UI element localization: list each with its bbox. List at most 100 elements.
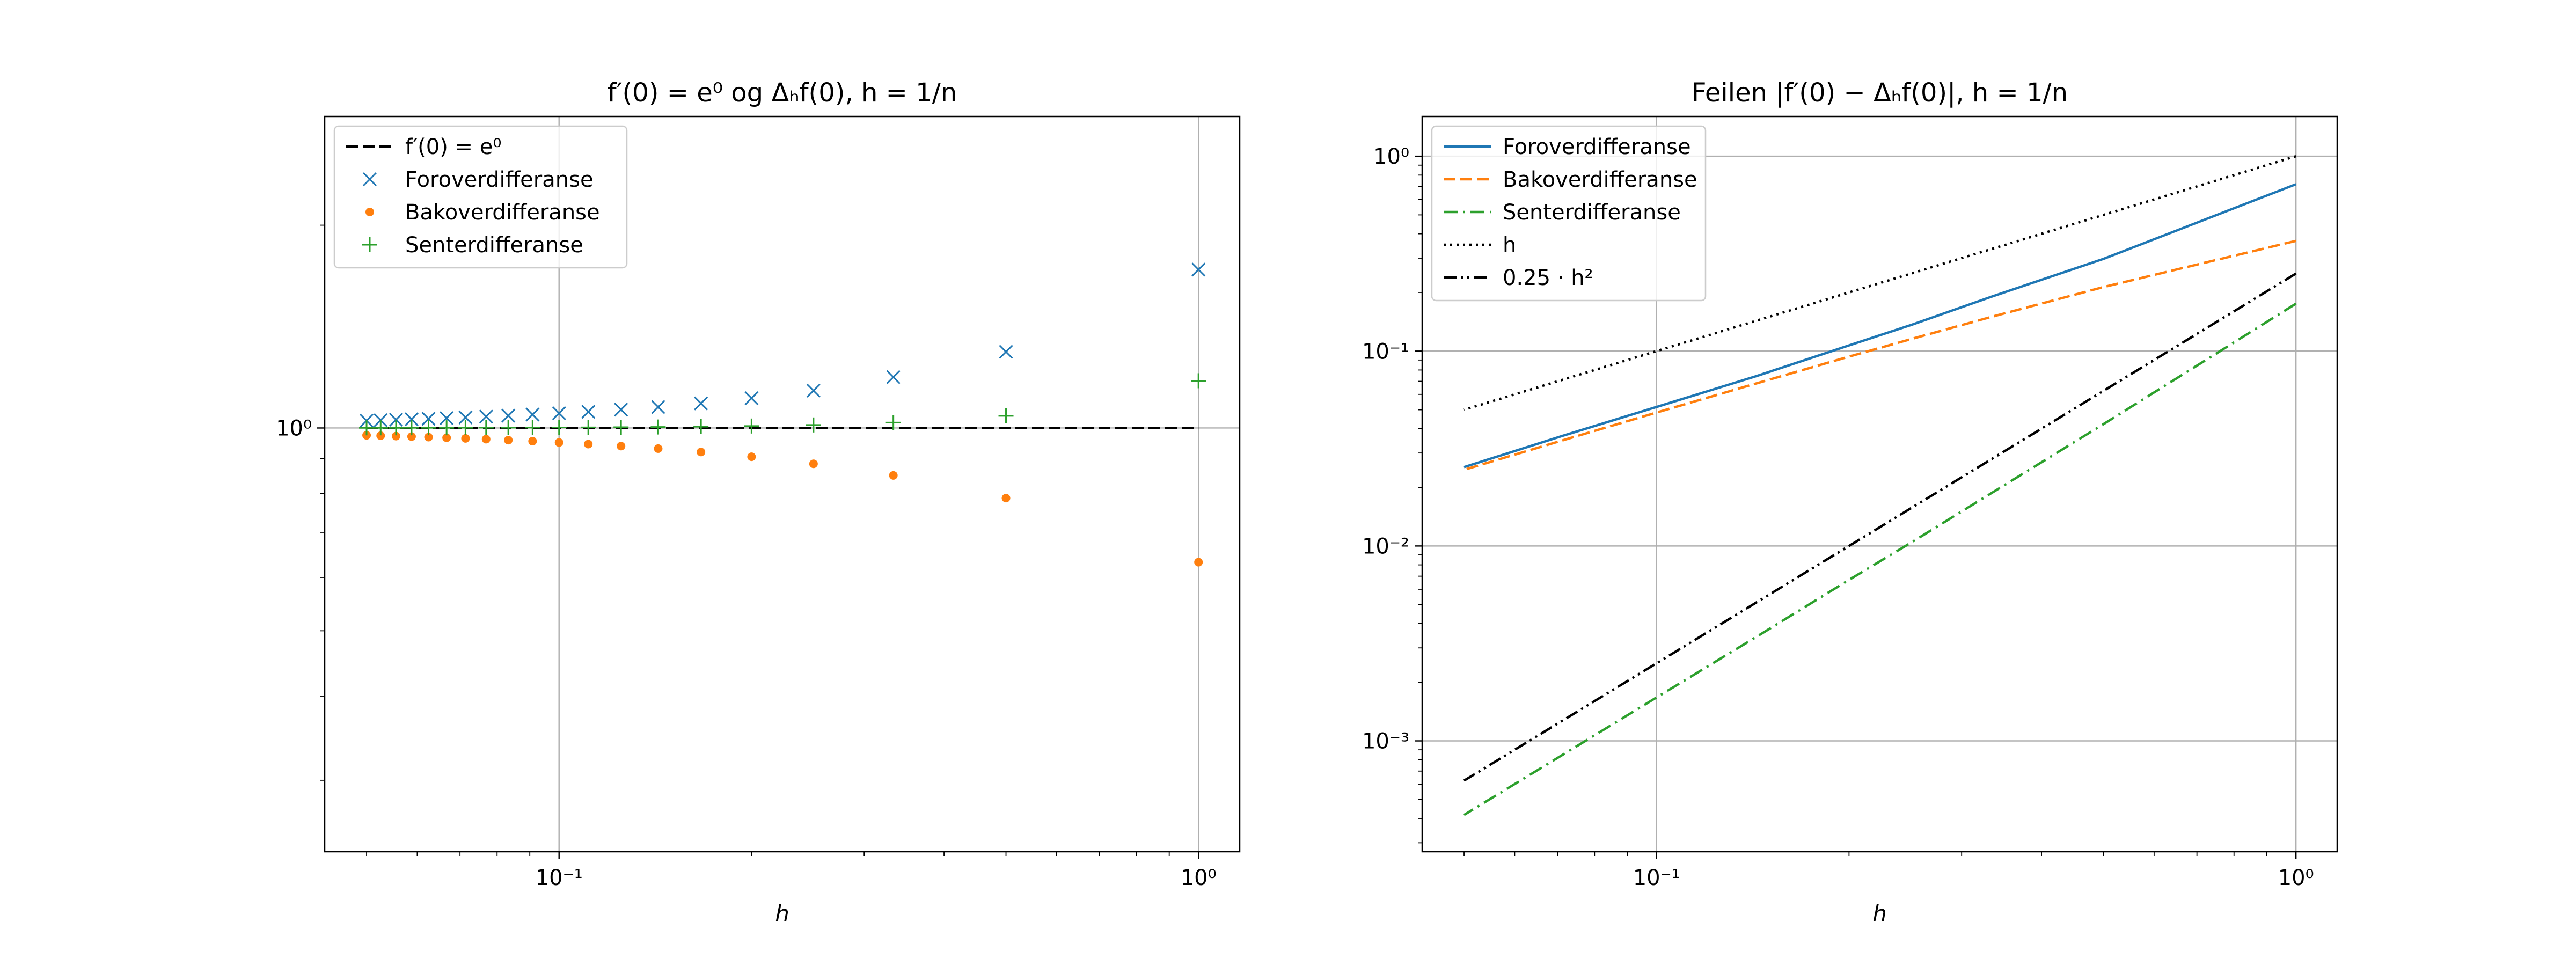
right-legend-box xyxy=(1431,125,1707,302)
left-bakoverdifferanse-point xyxy=(889,471,898,480)
left-foroverdifferanse-point xyxy=(501,408,516,423)
left-foroverdifferanse-point xyxy=(404,412,419,427)
left-foroverdifferanse-series xyxy=(359,262,1206,428)
y-tick-label: 10⁻³ xyxy=(1362,729,1409,754)
right-legend-0-25-h2-label: 0.25 · h² xyxy=(1503,266,1593,290)
left-senterdifferanse-point xyxy=(693,419,709,434)
left-foroverdifferanse-point xyxy=(744,391,759,406)
left-foroverdifferanse-point xyxy=(694,396,708,411)
right-foroverdifferanse-line xyxy=(1463,183,2297,469)
left-bakoverdifferanse-point xyxy=(654,444,663,453)
left-foroverdifferanse-point xyxy=(389,412,404,427)
left-senterdifferanse-point xyxy=(998,408,1014,423)
left-senterdifferanse-point xyxy=(885,415,901,430)
right-x-axis-label: h xyxy=(1872,901,1887,927)
chart-right: 10⁻¹ 10⁰ 10⁰ 10⁻¹ 10⁻² 10⁻³ Feilen |f′(0) − Δ… xyxy=(1362,78,2338,927)
left-senterdifferanse-series xyxy=(359,373,1206,436)
left-foroverdifferanse-point xyxy=(999,345,1013,359)
left-foroverdifferanse-point xyxy=(806,383,821,398)
right-0-25-h2-line xyxy=(1463,272,2297,782)
right-legend-senterdifferanse-label: Senterdifferanse xyxy=(1503,200,1681,225)
left-senterdifferanse-point xyxy=(458,420,473,435)
left-foroverdifferanse-point xyxy=(525,407,540,422)
left-legend-box xyxy=(333,125,628,269)
left-bakoverdifferanse-point xyxy=(504,436,513,445)
right-legend-bakoverdifferanse-label: Bakoverdifferanse xyxy=(1503,167,1697,192)
left-senterdifferanse-point xyxy=(404,420,419,436)
left-senterdifferanse-point xyxy=(439,420,455,436)
y-tick-label: 10⁰ xyxy=(1373,144,1409,169)
left-senterdifferanse-point xyxy=(551,420,567,435)
left-senterdifferanse-point xyxy=(421,420,436,436)
left-chart-title: f′(0) = e⁰ og Δₕf(0), h = 1/n xyxy=(608,78,957,108)
left-legend-bakoverdifferanse-label: Bakoverdifferanse xyxy=(405,200,600,225)
left-bakoverdifferanse-point xyxy=(747,452,756,462)
left-foroverdifferanse-point xyxy=(614,402,628,417)
left-senterdifferanse-point xyxy=(478,420,494,435)
left-foroverdifferanse-point xyxy=(581,405,596,419)
y-tick-label: 10⁻² xyxy=(1362,534,1409,559)
left-legend: f′(0) = e⁰ Foroverdifferanse Bakoverdiffer… xyxy=(333,125,628,269)
right-ticks: 10⁻¹ 10⁰ 10⁰ 10⁻¹ 10⁻² 10⁻³ xyxy=(1362,144,2314,890)
right-chart-title: Feilen |f′(0) − Δₕf(0)|, h = 1/n xyxy=(1692,78,2068,108)
left-legend-foroverdifferanse-handle xyxy=(362,172,377,187)
left-bakoverdifferanse-point xyxy=(554,438,564,447)
left-bakoverdifferanse-point xyxy=(391,431,400,441)
x-tick-label: 10⁰ xyxy=(1181,866,1217,890)
x-tick-label: 10⁻¹ xyxy=(536,866,583,890)
left-foroverdifferanse-point xyxy=(479,409,493,424)
left-legend-f-0-e0-label: f′(0) = e⁰ xyxy=(405,135,501,159)
left-legend-foroverdifferanse-label: Foroverdifferanse xyxy=(405,167,594,192)
left-foroverdifferanse-point xyxy=(886,370,901,384)
left-foroverdifferanse-point xyxy=(1191,262,1206,277)
left-senterdifferanse-point xyxy=(650,419,666,435)
left-senterdifferanse-point xyxy=(359,420,375,436)
left-bakoverdifferanse-point xyxy=(584,440,593,449)
left-legend-senterdifferanse-label: Senterdifferanse xyxy=(405,233,583,258)
left-legend-senterdifferanse-handle xyxy=(362,237,377,252)
left-bakoverdifferanse-point xyxy=(697,448,706,457)
right-legend-h-label: h xyxy=(1503,233,1516,258)
left-foroverdifferanse-point xyxy=(651,400,665,414)
left-senterdifferanse-point xyxy=(373,420,389,436)
left-bakoverdifferanse-series xyxy=(362,431,1203,567)
right-plot-area xyxy=(1463,155,2297,816)
y-tick-label: 10⁰ xyxy=(276,416,312,441)
left-senterdifferanse-point xyxy=(525,420,540,435)
left-legend-bakoverdifferanse-handle xyxy=(365,208,374,216)
right-legend: Foroverdifferanse Bakoverdifferanse Senter… xyxy=(1431,125,1707,302)
left-bakoverdifferanse-point xyxy=(442,433,451,442)
right-bakoverdifferanse-line xyxy=(1463,239,2296,471)
right-senterdifferanse-line xyxy=(1463,302,2297,816)
left-foroverdifferanse-point xyxy=(374,413,388,427)
x-tick-label: 10⁻¹ xyxy=(1633,866,1680,890)
left-foroverdifferanse-point xyxy=(421,412,436,426)
left-bakoverdifferanse-point xyxy=(528,437,537,446)
right-legend-foroverdifferanse-label: Foroverdifferanse xyxy=(1503,135,1691,159)
left-senterdifferanse-point xyxy=(1191,373,1206,389)
left-x-axis-label: h xyxy=(775,901,789,927)
right-axes-frame xyxy=(1421,115,2338,853)
left-bakoverdifferanse-point xyxy=(461,434,470,443)
left-bakoverdifferanse-point xyxy=(481,435,491,444)
left-axes-frame xyxy=(324,115,1241,853)
left-bakoverdifferanse-point xyxy=(407,432,416,441)
left-ticks: 10⁻¹ 10⁰ 10⁰ xyxy=(276,224,1217,890)
left-foroverdifferanse-point xyxy=(552,406,566,421)
left-bakoverdifferanse-point xyxy=(1001,494,1011,503)
left-foroverdifferanse-point xyxy=(458,410,473,425)
left-plot-area xyxy=(359,262,1206,567)
left-senterdifferanse-point xyxy=(613,420,629,435)
left-bakoverdifferanse-point xyxy=(809,459,818,469)
left-bakoverdifferanse-point xyxy=(424,433,433,442)
left-bakoverdifferanse-point xyxy=(617,442,626,451)
x-tick-label: 10⁰ xyxy=(2278,866,2314,890)
y-tick-label: 10⁻¹ xyxy=(1362,339,1409,364)
left-senterdifferanse-point xyxy=(744,418,759,434)
left-senterdifferanse-point xyxy=(501,420,516,435)
chart-left: 10⁻¹ 10⁰ 10⁰ f′(0) = e⁰ og Δₕf(0), h = 1/n… xyxy=(276,78,1241,927)
left-bakoverdifferanse-point xyxy=(376,431,385,440)
left-senterdifferanse-point xyxy=(388,420,404,436)
left-senterdifferanse-point xyxy=(806,417,821,433)
